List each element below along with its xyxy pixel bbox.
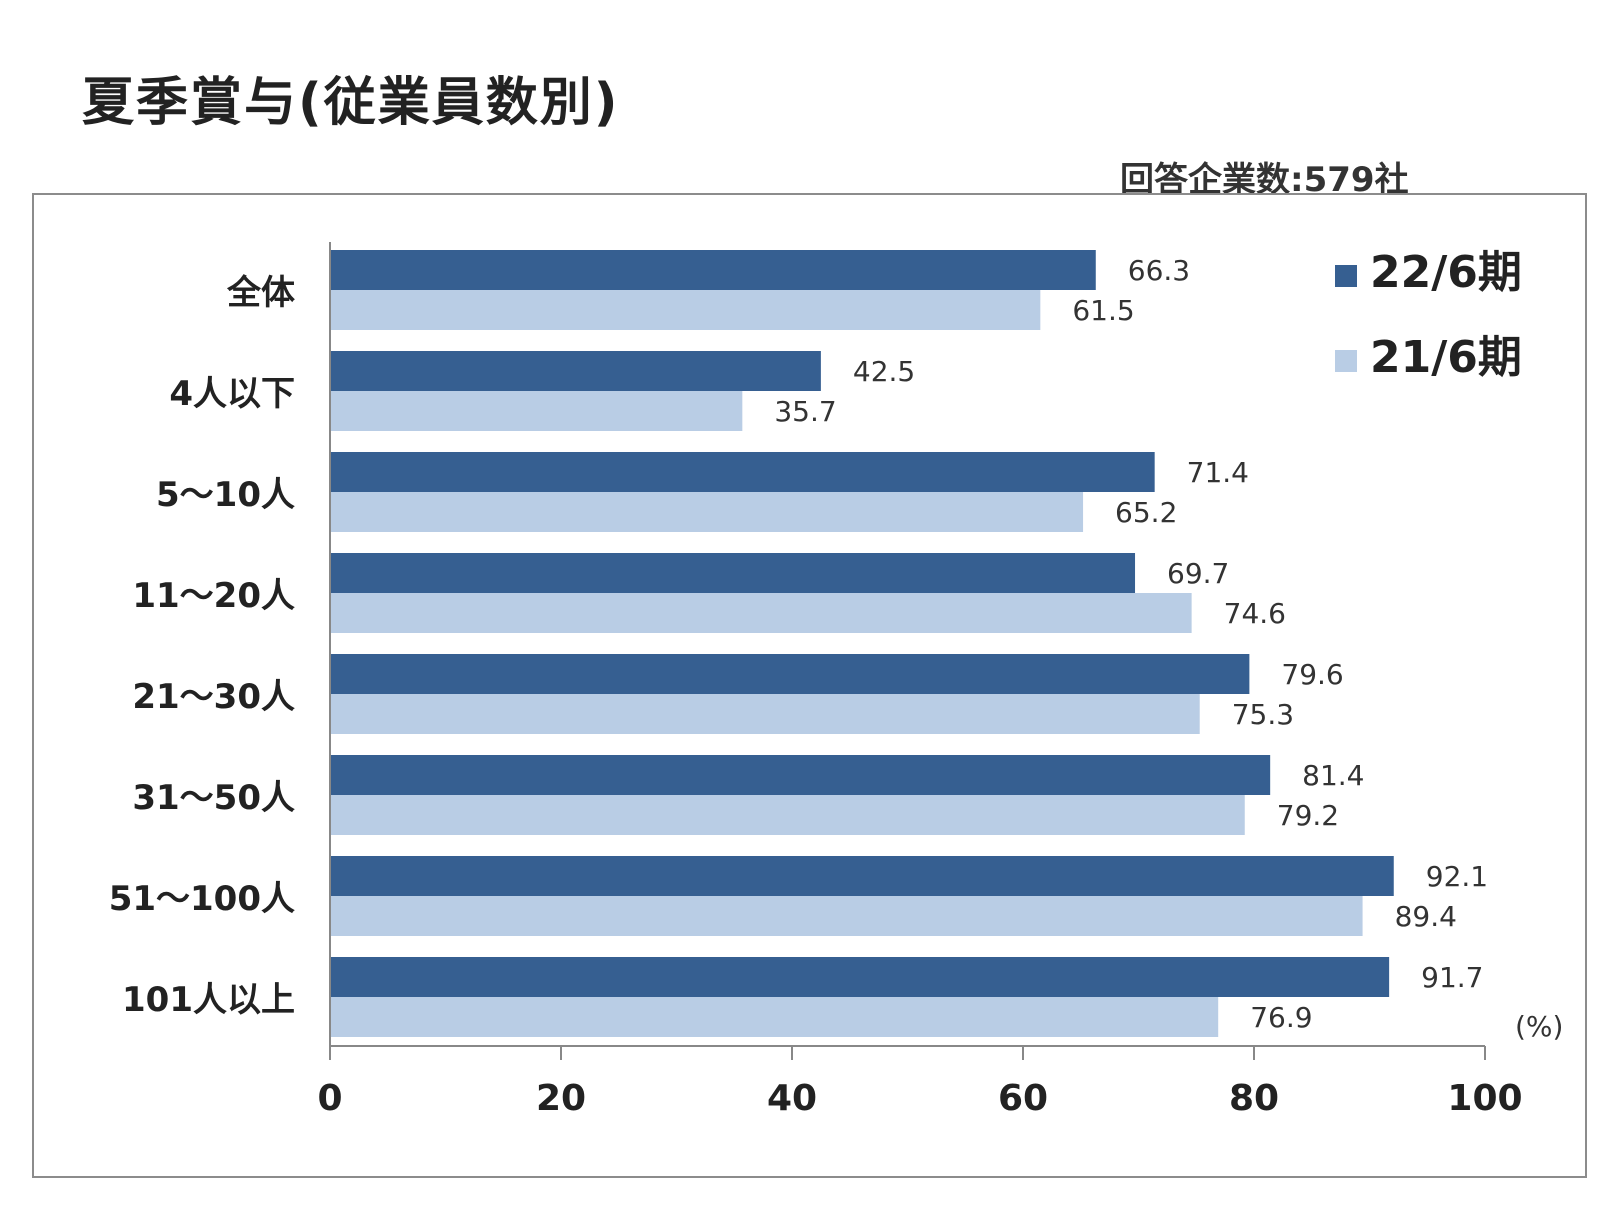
bar-previous [330, 997, 1219, 1037]
bar-current [330, 654, 1250, 694]
value-label: 75.3 [1232, 698, 1294, 731]
value-label: 79.6 [1281, 658, 1343, 691]
x-tick-label: 80 [1229, 1078, 1279, 1119]
legend-label: 21/6期 [1370, 332, 1522, 383]
bar-current [330, 957, 1390, 997]
bar-previous [330, 795, 1245, 835]
bar-previous [330, 694, 1200, 734]
bar-previous [330, 290, 1041, 330]
value-label: 35.7 [774, 395, 836, 428]
bars-layer: 全体 66.3 61.5 4人以下 42.5 35.7 5～10人 71.4 65.2 11～20… [109, 250, 1488, 1037]
value-label: 66.3 [1128, 254, 1190, 287]
category-label: 31～50人 [132, 778, 295, 818]
x-tick-label: 100 [1447, 1078, 1522, 1119]
value-label: 42.5 [853, 355, 915, 388]
chart-frame [32, 193, 1587, 1178]
value-label: 65.2 [1115, 496, 1177, 529]
value-label: 76.9 [1250, 1001, 1312, 1034]
value-label: 79.2 [1277, 799, 1339, 832]
value-label: 71.4 [1187, 456, 1249, 489]
axes-layer: 0 20 40 60 80 100 (%) [317, 242, 1563, 1119]
page-title: 夏季賞与(従業員数別) [82, 73, 620, 133]
bar-current [330, 553, 1136, 593]
bar-previous [330, 593, 1192, 633]
value-label: 61.5 [1072, 294, 1134, 327]
category-label: 5～10人 [156, 475, 295, 515]
legend-label: 22/6期 [1370, 247, 1522, 298]
bar-previous [330, 492, 1084, 532]
category-label: 101人以上 [122, 980, 295, 1020]
value-label: 92.1 [1426, 860, 1488, 893]
x-tick-label: 0 [317, 1078, 342, 1119]
legend-swatch [1335, 350, 1357, 372]
category-label: 全体 [226, 273, 295, 313]
value-label: 74.6 [1224, 597, 1286, 630]
category-label: 21～30人 [132, 677, 295, 717]
legend: 22/6期 21/6期 [1335, 247, 1522, 383]
value-label: 91.7 [1421, 961, 1483, 994]
legend-swatch [1335, 265, 1357, 287]
bar-current [330, 250, 1096, 290]
x-unit-label: (%) [1515, 1010, 1563, 1043]
category-label: 51～100人 [109, 879, 295, 919]
x-tick-label: 20 [536, 1078, 586, 1119]
bar-previous [330, 896, 1363, 936]
x-tick-label: 40 [767, 1078, 817, 1119]
category-label: 4人以下 [169, 374, 295, 414]
bar-current [330, 452, 1155, 492]
value-label: 81.4 [1302, 759, 1364, 792]
bar-current [330, 856, 1394, 896]
x-tick-label: 60 [998, 1078, 1048, 1119]
value-label: 69.7 [1167, 557, 1229, 590]
bar-previous [330, 391, 743, 431]
category-label: 11～20人 [132, 576, 295, 616]
bar-current [330, 755, 1271, 795]
bar-current [330, 351, 821, 391]
value-label: 89.4 [1395, 900, 1457, 933]
